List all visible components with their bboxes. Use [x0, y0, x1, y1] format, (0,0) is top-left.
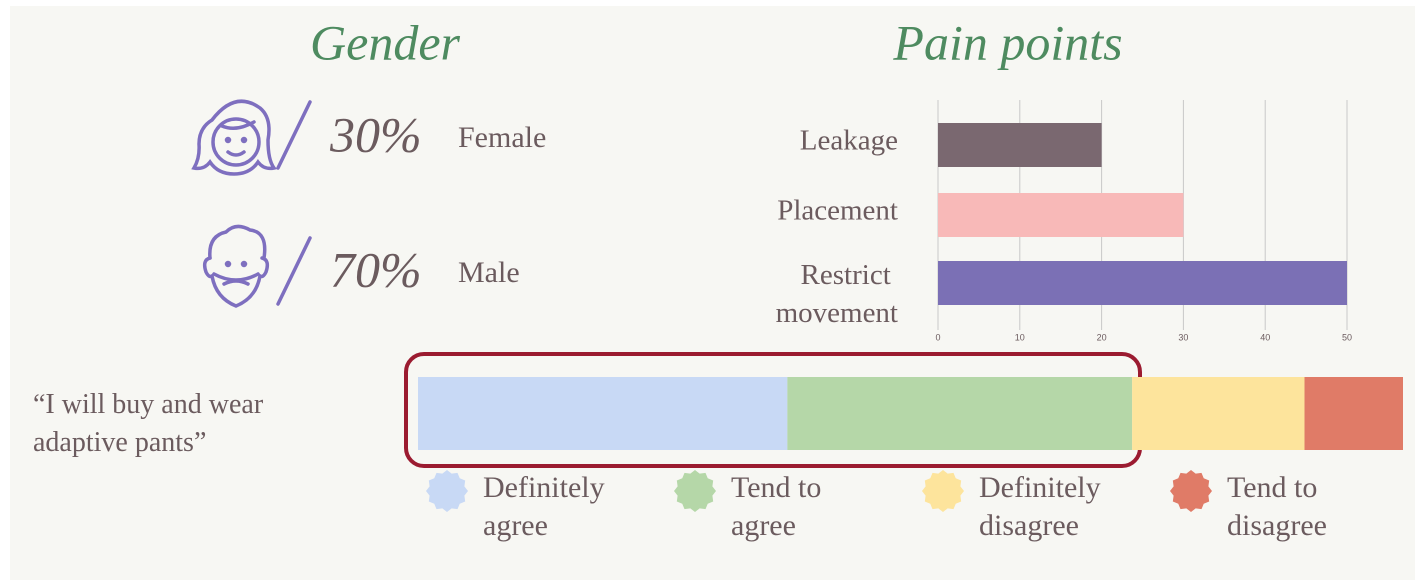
legend-swatch [1170, 470, 1212, 512]
x-tick-label: 40 [1260, 332, 1270, 342]
bar-segment [418, 377, 788, 450]
legend-swatch [922, 470, 964, 512]
bar [938, 193, 1184, 237]
legend-swatch [426, 470, 468, 512]
bar-segment [787, 377, 1133, 450]
y-tick-label: Restrict movement [776, 259, 898, 329]
chart-title: Pain points [892, 14, 1122, 70]
bar-segment [1132, 377, 1305, 450]
male-icon [202, 224, 312, 308]
legend-swatch [674, 470, 716, 512]
legend-label: Tend to agree [731, 471, 829, 542]
category-label: “I will buy and wear adaptive pants” [33, 389, 270, 458]
y-tick-label: Placement [777, 195, 898, 227]
legend-label: Definitely disagree [979, 471, 1108, 542]
stat-label: Male [458, 256, 520, 289]
female-icon [191, 99, 312, 176]
x-tick-label: 50 [1342, 332, 1352, 342]
stat-value: 30% [329, 106, 422, 162]
x-tick-label: 10 [1015, 332, 1025, 342]
chart-title: Gender [310, 14, 460, 70]
stat-value: 70% [330, 241, 422, 297]
bar [938, 123, 1102, 167]
stat-label: Female [458, 121, 546, 154]
legend-label: Definitely agree [483, 471, 612, 542]
x-tick-label: 0 [935, 332, 940, 342]
legend-label: Tend to disagree [1227, 471, 1327, 542]
x-tick-label: 30 [1178, 332, 1188, 342]
x-tick-label: 20 [1097, 332, 1107, 342]
bar-segment [1304, 377, 1403, 450]
bar [938, 261, 1347, 305]
y-tick-label: Leakage [800, 125, 898, 157]
